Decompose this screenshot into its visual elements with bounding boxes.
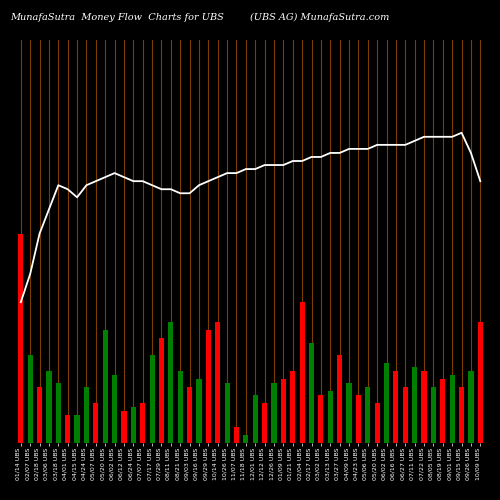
Bar (46, 370, 52, 444)
Bar (178, 370, 183, 444)
Bar (431, 387, 436, 444)
Bar (215, 322, 220, 444)
Bar (196, 379, 202, 444)
Bar (374, 403, 380, 444)
Text: (UBS AG) MunafaSutra.com: (UBS AG) MunafaSutra.com (250, 12, 390, 22)
Bar (450, 375, 455, 444)
Bar (56, 383, 61, 444)
Bar (18, 234, 24, 444)
Bar (244, 436, 248, 444)
Bar (365, 387, 370, 444)
Bar (384, 362, 389, 444)
Bar (168, 322, 173, 444)
Bar (122, 411, 126, 444)
Bar (478, 322, 483, 444)
Bar (402, 387, 408, 444)
Bar (140, 403, 145, 444)
Bar (65, 415, 70, 444)
Bar (459, 387, 464, 444)
Bar (234, 427, 239, 444)
Bar (84, 387, 89, 444)
Bar (281, 379, 286, 444)
Bar (28, 354, 33, 444)
Bar (37, 387, 42, 444)
Bar (74, 415, 80, 444)
Bar (440, 379, 446, 444)
Bar (150, 354, 154, 444)
Bar (412, 366, 417, 444)
Bar (346, 383, 352, 444)
Bar (422, 370, 426, 444)
Bar (206, 330, 211, 444)
Bar (318, 395, 324, 444)
Bar (159, 338, 164, 444)
Bar (309, 342, 314, 444)
Text: MunafaSutra  Money Flow  Charts for UBS: MunafaSutra Money Flow Charts for UBS (10, 12, 224, 22)
Bar (328, 391, 333, 444)
Bar (224, 383, 230, 444)
Bar (252, 395, 258, 444)
Bar (131, 407, 136, 444)
Bar (272, 383, 276, 444)
Bar (394, 370, 398, 444)
Bar (102, 330, 108, 444)
Bar (468, 370, 473, 444)
Bar (94, 403, 98, 444)
Bar (300, 302, 304, 444)
Bar (112, 375, 117, 444)
Bar (337, 354, 342, 444)
Bar (290, 370, 296, 444)
Bar (356, 395, 361, 444)
Bar (187, 387, 192, 444)
Bar (262, 403, 267, 444)
